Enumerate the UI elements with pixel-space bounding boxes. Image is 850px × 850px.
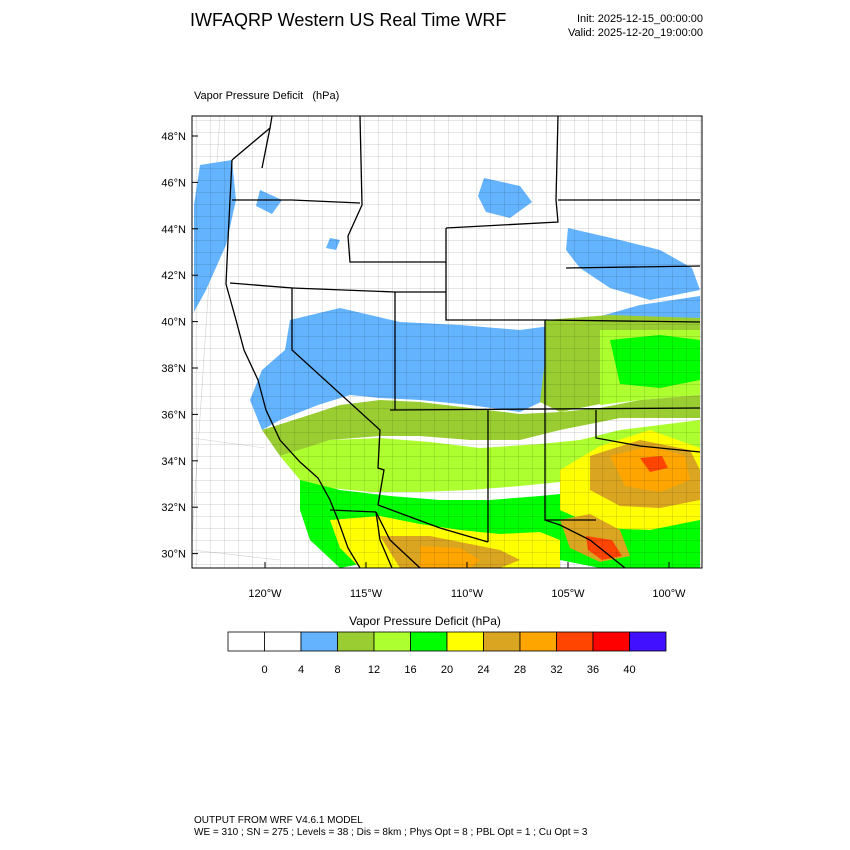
lat-tick-label: 34°N: [161, 456, 186, 468]
colorbar-swatch: [483, 631, 521, 652]
colorbar-level-label: 36: [587, 664, 599, 676]
lon-tick-label: 105°W: [551, 588, 585, 600]
colorbar-level-label: 16: [404, 664, 416, 676]
colorbar-level-label: 20: [441, 664, 453, 676]
plot-title: IWFAQRP Western US Real Time WRF: [190, 10, 507, 30]
lat-tick-label: 32°N: [161, 502, 186, 514]
footer-model-line: OUTPUT FROM WRF V4.6.1 MODEL: [194, 815, 363, 826]
coastline: [225, 159, 393, 568]
colorbar-swatch: [300, 631, 338, 652]
colorbar: 0 4 8 12 16 20 24 28 32 36 40: [227, 631, 667, 676]
colorbar-swatch: [337, 631, 375, 652]
map-panel: [192, 116, 702, 568]
colorbar-level-label: 24: [477, 664, 489, 676]
colorbar-swatch: [556, 631, 594, 652]
init-time: Init: 2025-12-15_00:00:00: [577, 13, 703, 25]
lon-tick-label: 120°W: [248, 588, 282, 600]
colorbar-level-label: 12: [368, 664, 380, 676]
valid-time: Valid: 2025-12-20_19:00:00: [568, 27, 703, 39]
colorbar-swatch: [446, 631, 484, 652]
colorbar-level-label: 32: [550, 664, 562, 676]
colorbar-swatch: [592, 631, 630, 652]
colorbar-swatch: [519, 631, 557, 652]
lat-tick-label: 46°N: [161, 177, 186, 189]
lat-tick-label: 42°N: [161, 270, 186, 282]
colorbar-swatch: [629, 631, 667, 652]
lat-tick-label: 38°N: [161, 363, 186, 375]
colorbar-swatch: [410, 631, 448, 652]
colorbar-level-label: 8: [334, 664, 340, 676]
map-frame: [191, 115, 703, 569]
lat-tick-label: 40°N: [161, 317, 186, 329]
field-label: Vapor Pressure Deficit (hPa): [194, 90, 340, 102]
lat-tick-label: 44°N: [161, 224, 186, 236]
state-boundaries: [229, 116, 701, 568]
colorbar-level-label: 4: [298, 664, 304, 676]
colorbar-swatch: [227, 631, 265, 652]
lat-tick-label: 48°N: [161, 131, 186, 143]
lat-tick-label: 30°N: [161, 549, 186, 561]
colorbar-level-label: 28: [514, 664, 526, 676]
latitude-axis: 48°N 46°N 44°N 42°N 40°N 38°N 36°N 34°N 32°N 30°N: [161, 131, 198, 561]
colorbar-level-label: 0: [261, 664, 267, 676]
longitude-axis: 120°W 115°W 110°W 105°W 100°W: [248, 562, 686, 600]
colorbar-title: Vapor Pressure Deficit (hPa): [349, 614, 501, 628]
lon-tick-label: 115°W: [350, 588, 383, 600]
lat-tick-label: 36°N: [161, 409, 186, 421]
colorbar-level-label: 40: [623, 664, 635, 676]
lon-tick-label: 110°W: [451, 588, 484, 600]
footer-settings-line: WE = 310 ; SN = 275 ; Levels = 38 ; Dis …: [194, 827, 588, 838]
colorbar-swatch: [264, 631, 302, 652]
colorbar-swatch: [373, 631, 411, 652]
lon-tick-label: 100°W: [652, 588, 686, 600]
